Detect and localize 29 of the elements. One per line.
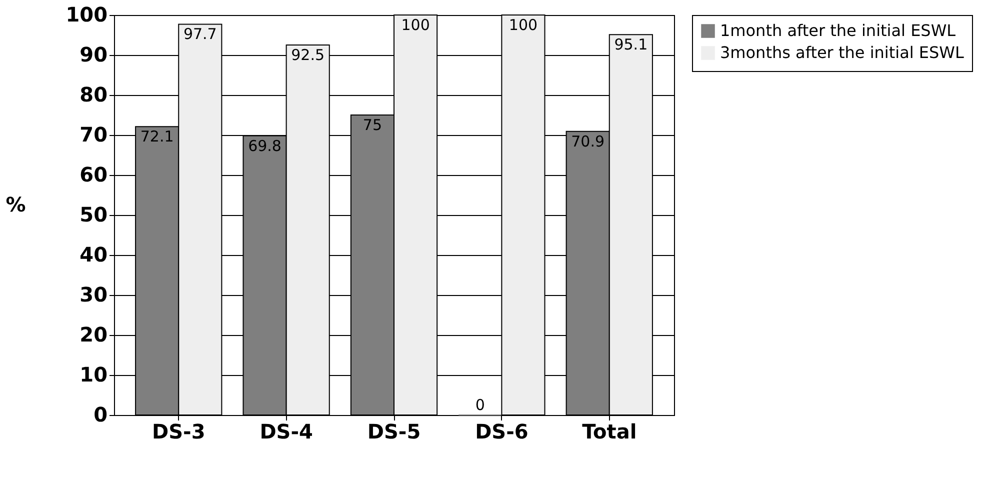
data-label: 72.1 bbox=[140, 128, 174, 146]
y-axis-title: % bbox=[6, 192, 26, 216]
y-tick-label: 60 bbox=[80, 162, 108, 186]
data-label: 75 bbox=[362, 116, 382, 134]
y-tick-label: 80 bbox=[80, 82, 108, 106]
x-tick-label: Total bbox=[582, 420, 637, 444]
legend-label: 3months after the initial ESWL bbox=[720, 43, 964, 62]
y-tick-label: 0 bbox=[94, 402, 108, 426]
y-tick-label: 50 bbox=[80, 202, 108, 226]
data-label: 95.1 bbox=[614, 36, 648, 54]
data-label: 70.9 bbox=[571, 132, 605, 150]
x-tick-label: DS-5 bbox=[367, 420, 421, 444]
y-tick-label: 20 bbox=[80, 322, 108, 346]
y-tick-label: 40 bbox=[80, 242, 108, 266]
x-tick-label: DS-3 bbox=[152, 420, 206, 444]
y-tick-label: 70 bbox=[80, 122, 108, 146]
data-label: 69.8 bbox=[248, 136, 282, 155]
data-label: 0 bbox=[475, 396, 485, 414]
data-label: 92.5 bbox=[291, 46, 325, 64]
data-label: 97.7 bbox=[183, 25, 217, 44]
data-label: 100 bbox=[401, 16, 430, 34]
y-tick-label: 30 bbox=[80, 282, 108, 306]
y-tick-label: 90 bbox=[80, 42, 108, 66]
y-tick-label: 100 bbox=[66, 2, 108, 26]
x-tick-label: DS-6 bbox=[475, 420, 528, 444]
y-tick-label: 10 bbox=[80, 362, 108, 386]
data-label: 100 bbox=[508, 16, 538, 34]
legend-label: 1month after the initial ESWL bbox=[720, 21, 956, 40]
x-tick-label: DS-4 bbox=[260, 420, 313, 444]
